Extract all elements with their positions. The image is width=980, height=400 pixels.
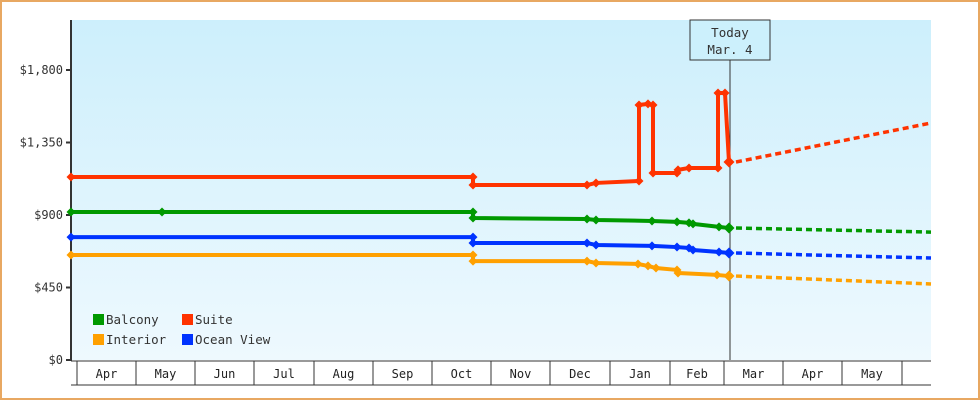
legend-item-suite[interactable]: Suite <box>182 312 233 327</box>
data-point[interactable] <box>157 207 167 217</box>
data-point[interactable] <box>582 256 592 266</box>
x-axis-months: Apr May Jun Jul Aug Sep Oct Nov Dec Jan Feb Mar Apr M… <box>71 360 931 386</box>
y-tick-label: $450 <box>34 281 63 295</box>
data-point[interactable] <box>684 163 694 173</box>
legend-swatch <box>182 314 193 325</box>
legend-label: Interior <box>106 332 167 347</box>
x-month-label: May <box>861 367 883 381</box>
data-point[interactable] <box>672 242 682 252</box>
legend-label: Ocean View <box>195 332 271 347</box>
plot-area <box>71 20 931 360</box>
data-point[interactable] <box>633 259 643 269</box>
x-month-label: Jul <box>273 367 295 381</box>
data-point[interactable] <box>468 180 478 190</box>
x-month-label: Oct <box>451 367 473 381</box>
legend-label: Suite <box>195 312 233 327</box>
data-point[interactable] <box>468 207 478 217</box>
data-point[interactable] <box>720 88 730 98</box>
legend-item-interior[interactable]: Interior <box>93 332 167 347</box>
data-point[interactable] <box>468 256 478 266</box>
legend-swatch <box>93 334 104 345</box>
x-month-label: May <box>155 367 177 381</box>
data-point[interactable] <box>723 222 735 234</box>
data-point[interactable] <box>672 217 682 227</box>
x-month-label: Jan <box>629 367 651 381</box>
forecast-line <box>735 251 932 260</box>
today-marker: Today Mar. 4 <box>689 19 771 360</box>
data-point[interactable] <box>582 238 592 248</box>
x-month-label: Apr <box>802 367 824 381</box>
data-point[interactable] <box>634 176 644 186</box>
data-point[interactable] <box>688 245 698 255</box>
legend-item-ocean-view[interactable]: Ocean View <box>182 332 271 347</box>
forecast-line <box>735 121 932 164</box>
data-point[interactable] <box>723 270 735 282</box>
x-month-label: Mar <box>743 367 765 381</box>
data-point[interactable] <box>66 250 76 260</box>
series-suite <box>66 88 932 190</box>
series-lines <box>66 88 932 286</box>
today-label: Today <box>711 25 749 40</box>
x-month-label: Nov <box>510 367 532 381</box>
data-point[interactable] <box>634 100 644 110</box>
data-point[interactable] <box>582 180 592 190</box>
data-point[interactable] <box>673 165 683 175</box>
data-point[interactable] <box>468 172 478 182</box>
y-tick-label: $900 <box>34 208 63 222</box>
data-point[interactable] <box>591 240 601 250</box>
data-point[interactable] <box>591 215 601 225</box>
x-month-label: Dec <box>569 367 591 381</box>
data-point[interactable] <box>648 100 658 110</box>
data-point[interactable] <box>591 178 601 188</box>
data-point[interactable] <box>723 156 735 168</box>
data-point[interactable] <box>468 250 478 260</box>
x-month-label: Apr <box>96 367 118 381</box>
today-date: Mar. 4 <box>707 42 752 57</box>
data-point[interactable] <box>468 232 478 242</box>
data-point[interactable] <box>714 222 724 232</box>
forecast-line <box>735 226 932 234</box>
data-point[interactable] <box>643 261 653 271</box>
y-tick-label: $0 <box>49 353 63 367</box>
data-point[interactable] <box>651 263 661 273</box>
y-tick-label: $1,800 <box>20 63 63 77</box>
y-tick-label: $1,350 <box>20 136 63 150</box>
data-point[interactable] <box>712 270 722 280</box>
series-ocean-view <box>66 232 932 260</box>
data-point[interactable] <box>648 168 658 178</box>
data-point[interactable] <box>468 213 478 223</box>
y-axis-ticks: $0 $450 $900 $1,350 $1,800 <box>20 63 71 367</box>
data-point[interactable] <box>673 268 683 278</box>
data-point[interactable] <box>714 247 724 257</box>
legend-label: Balcony <box>106 312 159 327</box>
legend: Balcony Suite Interior Ocean View <box>93 312 271 347</box>
data-point[interactable] <box>647 241 657 251</box>
data-point[interactable] <box>723 247 735 259</box>
x-month-label: Feb <box>686 367 708 381</box>
legend-swatch <box>182 334 193 345</box>
series-balcony <box>66 207 932 234</box>
data-point[interactable] <box>66 172 76 182</box>
forecast-line <box>735 274 932 286</box>
data-point[interactable] <box>713 88 723 98</box>
x-month-label: Aug <box>333 367 355 381</box>
data-point[interactable] <box>66 232 76 242</box>
data-point[interactable] <box>688 219 698 229</box>
data-point[interactable] <box>647 216 657 226</box>
data-point[interactable] <box>591 258 601 268</box>
data-point[interactable] <box>582 214 592 224</box>
legend-swatch <box>93 314 104 325</box>
x-month-label: Sep <box>392 367 414 381</box>
data-point[interactable] <box>66 207 76 217</box>
series-interior <box>66 250 932 286</box>
data-point[interactable] <box>713 163 723 173</box>
legend-item-balcony[interactable]: Balcony <box>93 312 159 327</box>
data-point[interactable] <box>468 238 478 248</box>
x-month-label: Jun <box>214 367 236 381</box>
